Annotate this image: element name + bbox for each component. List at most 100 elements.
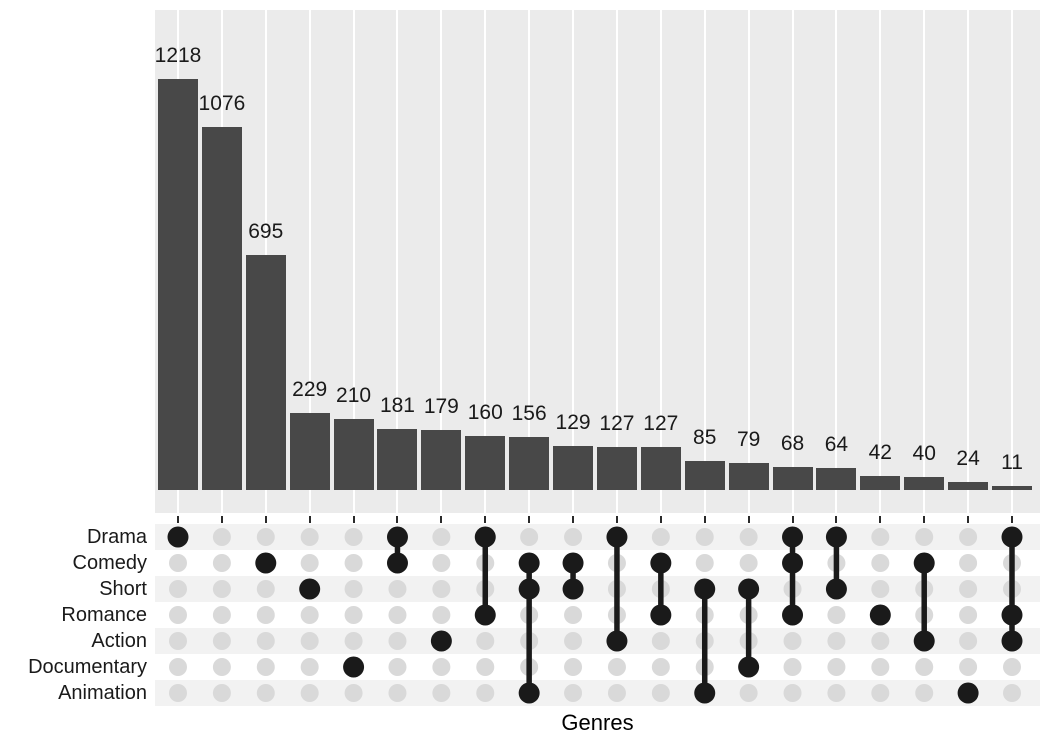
bar-value-label: 1076 xyxy=(198,91,246,115)
gridline xyxy=(703,10,706,513)
matrix-dot-empty xyxy=(256,580,275,598)
matrix-dot-empty xyxy=(959,658,978,676)
matrix-dot-empty xyxy=(564,684,583,702)
matrix-dot-empty xyxy=(344,580,363,598)
matrix-dot-empty xyxy=(432,580,451,598)
gridline xyxy=(659,10,662,513)
bar xyxy=(596,447,637,490)
matrix-dot-empty xyxy=(388,684,407,702)
matrix-dot-empty xyxy=(871,658,890,676)
x-axis-tick xyxy=(791,516,794,523)
matrix-dot-filled xyxy=(957,682,979,704)
x-axis-tick xyxy=(396,516,399,523)
x-axis-tick xyxy=(1011,516,1013,523)
matrix-dot-filled xyxy=(343,656,365,678)
matrix-dot-empty xyxy=(607,684,626,702)
matrix-dot-empty xyxy=(212,606,231,624)
gridline xyxy=(440,10,443,513)
matrix-dot-empty xyxy=(212,554,231,572)
matrix-dot-filled xyxy=(650,604,672,626)
bar xyxy=(948,481,989,490)
matrix-dot-empty xyxy=(300,632,319,650)
gridline xyxy=(484,10,487,513)
matrix-dot-filled xyxy=(518,682,540,704)
matrix-dot-filled xyxy=(738,656,760,678)
matrix-dot-empty xyxy=(256,658,275,676)
bar-value-label: 42 xyxy=(868,440,892,464)
matrix-dot-filled xyxy=(650,552,672,574)
bar xyxy=(728,463,769,490)
matrix-dot-filled xyxy=(782,526,804,548)
x-axis-tick xyxy=(659,516,662,523)
bar-value-label: 127 xyxy=(643,412,679,436)
bar-value-label: 210 xyxy=(336,384,372,408)
matrix-dot-empty xyxy=(871,554,890,572)
x-axis-tick xyxy=(177,516,179,523)
matrix-dot-empty xyxy=(388,658,407,676)
set-label: Animation xyxy=(58,682,147,704)
matrix-dot-empty xyxy=(256,606,275,624)
matrix-dot-empty xyxy=(827,632,846,650)
bar xyxy=(640,447,681,490)
matrix-dot-empty xyxy=(344,684,363,702)
bar xyxy=(772,467,813,490)
matrix-dot-empty xyxy=(959,632,978,650)
x-axis-title: Genres xyxy=(561,710,634,735)
set-label: Short xyxy=(99,578,147,600)
matrix-dot-empty xyxy=(651,632,670,650)
matrix-dot-empty xyxy=(783,684,802,702)
matrix-dot-empty xyxy=(476,632,495,650)
matrix-dot-empty xyxy=(739,554,758,572)
gridline xyxy=(747,10,750,513)
matrix-dot-empty xyxy=(871,632,890,650)
bar xyxy=(201,126,242,490)
matrix-dot-empty xyxy=(432,658,451,676)
matrix-dot-empty xyxy=(169,554,187,572)
matrix-dot-filled xyxy=(1001,526,1023,548)
matrix-dot-empty xyxy=(564,528,583,546)
x-axis-tick xyxy=(220,516,223,523)
matrix-dot-empty xyxy=(915,658,934,676)
matrix-dot-empty xyxy=(212,580,231,598)
set-label: Drama xyxy=(86,526,147,548)
matrix-dot-empty xyxy=(915,684,934,702)
bar-value-label: 79 xyxy=(736,428,761,452)
gridline xyxy=(308,10,311,513)
matrix-dot-empty xyxy=(344,554,363,572)
matrix-dot-filled xyxy=(869,604,891,626)
matrix-dot-empty xyxy=(212,684,231,702)
matrix-dot-filled xyxy=(474,526,496,548)
matrix-dot-empty xyxy=(564,606,583,624)
matrix-dot-filled xyxy=(1001,630,1023,652)
matrix-dot-filled xyxy=(825,578,847,600)
matrix-dot-empty xyxy=(739,528,758,546)
matrix-dot-filled xyxy=(606,630,628,652)
bar xyxy=(904,476,945,490)
bar-value-label: 127 xyxy=(599,412,635,436)
bar-value-label: 85 xyxy=(693,426,717,450)
bar xyxy=(377,428,418,490)
matrix-dot-filled xyxy=(694,682,716,704)
bar xyxy=(333,419,374,490)
matrix-dot-filled xyxy=(782,604,804,626)
matrix-dot-filled xyxy=(299,578,321,600)
bar xyxy=(816,468,857,490)
matrix-dot-empty xyxy=(256,528,275,546)
matrix-dot-empty xyxy=(564,632,583,650)
bar-value-label: 129 xyxy=(555,411,591,435)
matrix-dot-filled xyxy=(255,552,277,574)
matrix-dot-empty xyxy=(388,580,407,598)
matrix-dot-empty xyxy=(959,554,978,572)
matrix-dot-empty xyxy=(1003,684,1021,702)
x-axis-tick xyxy=(615,516,618,523)
matrix-row-stripe xyxy=(155,628,1040,654)
bar-value-label: 181 xyxy=(379,393,415,417)
gridline xyxy=(528,10,531,513)
matrix-dot-empty xyxy=(915,528,934,546)
gridline xyxy=(352,10,355,513)
matrix-dot-empty xyxy=(300,554,319,572)
matrix-dot-filled xyxy=(474,604,496,626)
bar-value-label: 160 xyxy=(467,401,503,424)
matrix-dot-empty xyxy=(300,684,319,702)
bar xyxy=(158,79,198,490)
